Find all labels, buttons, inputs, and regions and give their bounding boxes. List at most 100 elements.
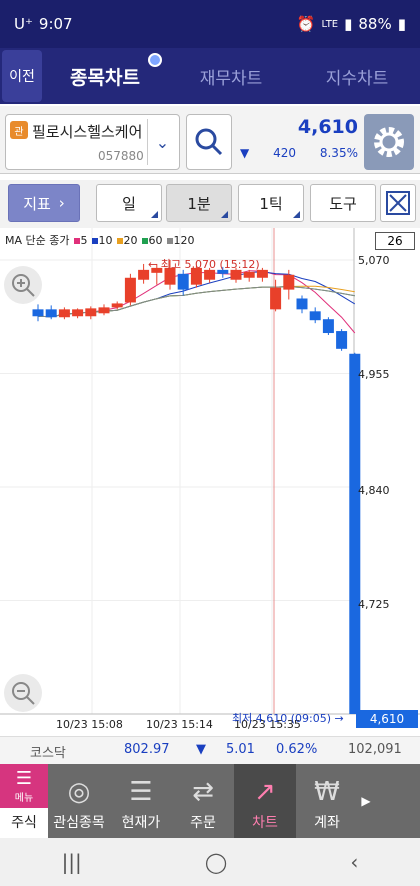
- change-percent: 8.35%: [319, 146, 358, 160]
- index-volume: 102,091: [348, 742, 402, 757]
- last-price-tag: 4,610: [356, 710, 418, 728]
- nav-current-price-label: 현재가: [121, 815, 161, 831]
- candle-body: [151, 267, 163, 273]
- candle-body: [72, 309, 84, 317]
- indicator-button[interactable]: 지표 ›: [8, 184, 80, 222]
- signal-icon: ▮: [344, 15, 353, 33]
- stock-selector[interactable]: 관 필로시스헬스케어 057880 ⌄: [5, 114, 180, 170]
- candle-body: [217, 269, 229, 274]
- ma-legend-item-5: 5: [73, 234, 88, 247]
- tab-index-chart[interactable]: 지수차트: [325, 68, 389, 89]
- nav-chart-label: 차트: [252, 815, 278, 831]
- period-minute-label: 1분: [187, 194, 211, 213]
- notification-dot-icon: [148, 52, 162, 67]
- nav-account[interactable]: ₩ 계좌: [296, 764, 358, 838]
- nav-current-price[interactable]: ☰ 현재가: [110, 764, 172, 838]
- index-change: 5.01: [226, 742, 255, 757]
- nav-account-label: 계좌: [314, 815, 340, 831]
- dropdown-corner-icon: [151, 211, 158, 218]
- candle-body: [256, 269, 268, 278]
- ma-legend-item-10: 10: [91, 234, 113, 247]
- period-day-button[interactable]: 일: [96, 184, 162, 222]
- hamburger-icon: ☰: [15, 768, 33, 789]
- candle-body: [283, 274, 295, 290]
- down-arrow-icon: ▼: [240, 146, 250, 160]
- status-icons: ⏰ LTE ▮ 88% ▮: [297, 15, 406, 33]
- clock: 9:07: [38, 15, 73, 33]
- recent-apps-icon[interactable]: |||: [61, 850, 82, 874]
- ma-legend-label: MA 단순 종가: [5, 234, 70, 247]
- stock-code: 057880: [98, 149, 144, 163]
- nav-order-label: 주문: [190, 815, 216, 831]
- back-button[interactable]: 이전: [2, 50, 42, 102]
- zoom-in-icon: [12, 274, 35, 297]
- low-price-label: 최저 4,610 (09:05) →: [232, 712, 344, 725]
- nav-chart[interactable]: ↗ 차트: [234, 764, 296, 838]
- candle-body: [230, 269, 242, 280]
- stock-name: 필로시스헬스케어: [32, 123, 143, 141]
- candle-count-field[interactable]: 26: [375, 232, 415, 250]
- home-icon[interactable]: ◯: [204, 850, 228, 874]
- candle-body: [177, 273, 189, 290]
- candle-body: [111, 303, 123, 308]
- tab-stock-chart-label: 종목차트: [70, 66, 140, 89]
- watchlist-badge: 관: [10, 121, 28, 139]
- candle-body: [58, 309, 70, 318]
- lte-icon: LTE: [321, 18, 339, 30]
- menu-button[interactable]: ☰ 메뉴 주식: [0, 764, 48, 838]
- ma-legend: MA 단순 종가 5 10 20 60 120: [5, 232, 195, 248]
- chart-toolbar: 지표 › 일 1분 1틱 도구: [0, 180, 420, 228]
- nav-watchlist[interactable]: ◎ 관심종목: [48, 764, 110, 838]
- y-tick-label: 4,840: [358, 484, 390, 497]
- down-arrow-icon: ▼: [196, 742, 206, 757]
- candle-body: [349, 353, 361, 714]
- chart-canvas: [0, 228, 420, 715]
- more-arrow-icon[interactable]: ▶: [361, 794, 371, 808]
- search-button[interactable]: [186, 114, 232, 170]
- gear-icon: [374, 127, 404, 157]
- nav-order[interactable]: ⇄ 주문: [172, 764, 234, 838]
- menu-sub-label: 주식: [11, 815, 37, 831]
- ma-legend-item-120: 120: [166, 234, 195, 247]
- price-chart[interactable]: MA 단순 종가 5 10 20 60 120 26 5,070 4,955 4…: [0, 228, 420, 736]
- period-minute-button[interactable]: 1분: [166, 184, 232, 222]
- candle-body: [45, 309, 57, 318]
- candle-body: [124, 277, 136, 303]
- indicator-label: 지표: [23, 194, 51, 213]
- search-icon: [195, 128, 223, 156]
- won-icon: ₩: [314, 777, 340, 807]
- candle-body: [190, 267, 202, 285]
- chevron-down-icon[interactable]: ⌄: [147, 119, 177, 165]
- tab-stock-chart[interactable]: 종목차트: [42, 52, 168, 90]
- zoom-out-button[interactable]: [4, 674, 42, 712]
- fullscreen-button[interactable]: [380, 184, 416, 222]
- dropdown-corner-icon: [293, 211, 300, 218]
- stock-header: 관 필로시스헬스케어 057880 ⌄ 4,610 ▼ 420 8.35%: [0, 106, 420, 174]
- index-percent: 0.62%: [276, 742, 318, 757]
- candle-body: [138, 269, 150, 280]
- period-tick-button[interactable]: 1틱: [238, 184, 304, 222]
- ma-legend-item-20: 20: [116, 234, 138, 247]
- price-list-icon: ☰: [129, 777, 153, 807]
- settings-button[interactable]: [364, 114, 414, 170]
- current-price: 4,610: [297, 116, 358, 138]
- period-tick-label: 1틱: [259, 194, 283, 213]
- y-tick-label: 4,725: [358, 598, 390, 611]
- watchlist-icon: ◎: [67, 777, 91, 807]
- x-tick-label: 10/23 15:08: [56, 718, 123, 731]
- tab-financial-chart[interactable]: 재무차트: [199, 68, 263, 89]
- status-bar: U⁺ 9:07 ⏰ LTE ▮ 88% ▮: [0, 0, 420, 48]
- tools-button[interactable]: 도구: [310, 184, 376, 222]
- zoom-in-button[interactable]: [4, 266, 42, 304]
- candle-body: [98, 307, 110, 314]
- back-icon[interactable]: ‹: [350, 850, 359, 874]
- candle-body: [309, 311, 321, 321]
- zoom-out-icon: [12, 682, 35, 705]
- index-value: 802.97: [124, 742, 170, 757]
- period-day-label: 일: [122, 194, 136, 213]
- system-navigation: ||| ◯ ‹: [0, 838, 420, 886]
- candle-body: [270, 287, 282, 310]
- exchange-icon: ⇄: [192, 777, 214, 807]
- market-index-bar[interactable]: 코스닥 802.97 ▼ 5.01 0.62% 102,091: [0, 736, 420, 764]
- index-name: 코스닥: [30, 746, 66, 761]
